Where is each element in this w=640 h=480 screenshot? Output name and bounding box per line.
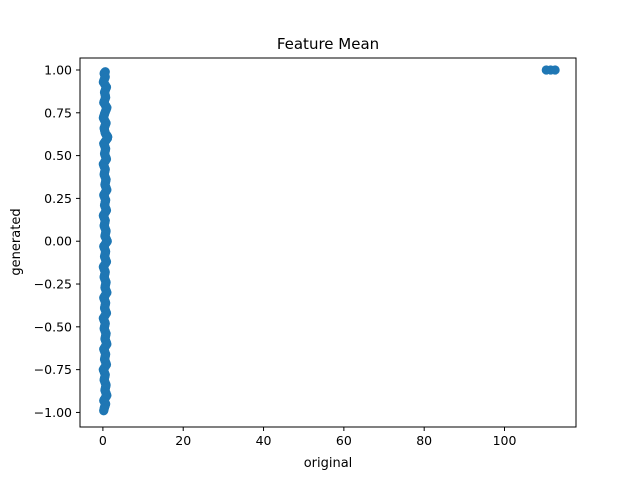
x-tick-label: 40 (256, 433, 272, 448)
x-axis: 0 20 40 60 80 100 (99, 427, 517, 448)
y-tick-label: −0.25 (34, 277, 72, 292)
y-tick-label: 1.00 (44, 62, 72, 77)
y-axis-label: generated (9, 208, 24, 275)
data-points (98, 65, 560, 416)
y-axis: 1.00 0.75 0.50 0.25 0.00 −0.25 −0.50 −0.75 −1.00 (34, 62, 80, 420)
data-point (550, 65, 560, 75)
chart-title: Feature Mean (277, 35, 379, 53)
y-tick-label: −0.75 (34, 362, 72, 377)
x-tick-label: 60 (336, 433, 352, 448)
y-tick-label: 0.00 (44, 234, 72, 249)
y-tick-label: −1.00 (34, 405, 72, 420)
data-point (99, 405, 109, 415)
x-tick-label: 80 (416, 433, 432, 448)
y-tick-label: 0.50 (44, 148, 72, 163)
x-tick-label: 20 (175, 433, 191, 448)
x-tick-label: 100 (493, 433, 517, 448)
x-axis-label: original (304, 456, 353, 471)
y-tick-label: 0.75 (44, 105, 72, 120)
y-tick-label: 0.25 (44, 191, 72, 206)
y-tick-label: −0.50 (34, 319, 72, 334)
axes-frame (79, 57, 577, 428)
x-tick-label: 0 (99, 433, 107, 448)
